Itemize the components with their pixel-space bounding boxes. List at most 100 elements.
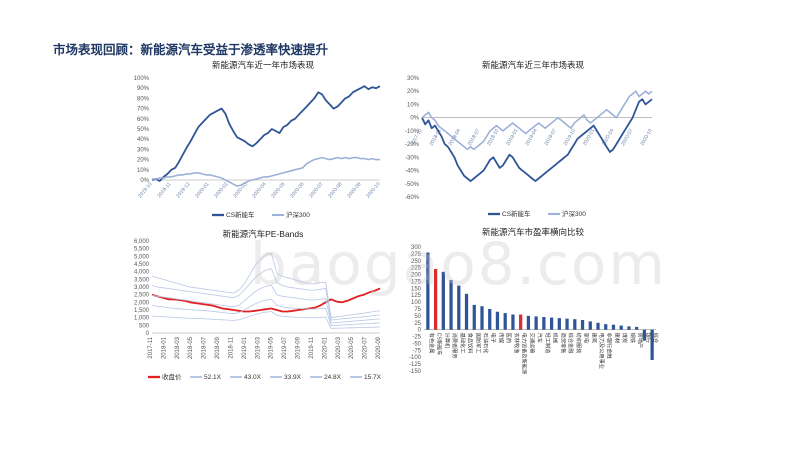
category-label: 电力及公用事业 (598, 333, 606, 369)
y-tick-label: -10% (405, 129, 420, 135)
x-tick-label: 2019-12 (175, 181, 192, 199)
bar (503, 313, 507, 330)
series-line-4 (151, 285, 381, 324)
y-tick-label: 1,000 (134, 316, 150, 322)
series-line-3 (151, 268, 381, 321)
series-line-1 (151, 85, 381, 182)
x-tick-label: 2020-10 (639, 128, 653, 147)
y-tick-label: 50% (137, 127, 150, 133)
legend-label: 52.1X (204, 374, 222, 381)
y-tick-label: 5,000 (134, 254, 150, 260)
category-label: 纺织服装 (575, 333, 583, 354)
bar (457, 285, 461, 330)
y-tick-label: 10% (137, 168, 150, 174)
x-tick-label: 2020-09 (376, 336, 382, 359)
category-label: 农林牧渔 (513, 333, 521, 354)
category-label: CS新能车 (436, 333, 444, 356)
y-tick-label: 100 (411, 300, 422, 306)
series-line-1 (151, 287, 381, 313)
bar (426, 252, 430, 330)
category-label: 汽车 (536, 333, 544, 343)
y-tick-label: 300 (411, 245, 422, 251)
x-tick-label: 2018-03 (175, 336, 181, 359)
page-title: 市场表现回顾：新能源汽车受益于渗透率快速提升 (53, 43, 329, 57)
x-tick-label: 2020-07 (363, 336, 369, 359)
category-label: 医药 (505, 333, 513, 343)
category-label: 建材 (613, 333, 621, 343)
x-tick-label: 2019-05 (269, 336, 275, 359)
x-tick-label: 2020-10 (365, 181, 382, 199)
category-label: 基础化工 (459, 333, 467, 354)
bar (619, 325, 623, 330)
series-line-2 (151, 252, 381, 319)
category-label: 食品饮料 (467, 333, 475, 354)
y-tick-label: 2,000 (134, 300, 150, 306)
bar (495, 311, 500, 330)
category-label: 建筑 (590, 333, 598, 344)
category-label: 综合金融 (567, 333, 575, 354)
category-label: 机械 (552, 333, 560, 343)
x-tick-label: 2017-11 (148, 336, 154, 358)
y-tick-label: 30% (407, 76, 420, 82)
bar (472, 304, 476, 330)
category-label: 家电 (583, 333, 591, 343)
y-tick-label: 20% (407, 89, 420, 95)
y-tick-label: 150 (411, 286, 422, 292)
bar (433, 269, 438, 330)
x-tick-label: 2020-08 (327, 181, 344, 199)
bar (573, 319, 577, 330)
bar (526, 315, 531, 330)
y-tick-label: 90% (137, 86, 150, 92)
category-label: 房地产 (637, 333, 645, 349)
y-tick-label: 70% (137, 107, 150, 113)
x-tick-label: 2019-11 (309, 336, 315, 358)
series-line-1 (421, 98, 653, 182)
bar (542, 316, 546, 330)
y-tick-label: 20% (137, 158, 150, 164)
category-label: 银行 (644, 333, 652, 343)
chart-one-year-svg: 新能源汽车近一年市场表现 0% 10% 20% 30% 40% 50% 60% 70% 80% 90… (134, 60, 382, 219)
y-tick-label: 200 (411, 273, 422, 279)
x-tick-label: 2019-09 (296, 336, 302, 359)
bar (650, 329, 654, 360)
chart-pe-compare-svg: 新能源汽车市盈率横向比较 -150-125-100-75-50-250255075… (409, 227, 660, 375)
bar (488, 309, 492, 330)
bar (627, 326, 631, 330)
y-tick-label: -125 (409, 362, 422, 368)
category-label: 传媒 (497, 333, 505, 344)
y-tick-label: 40% (137, 137, 150, 143)
legend-label: 15.7X (364, 374, 382, 381)
y-tick-label: 75 (414, 307, 421, 313)
chart-title: 新能源汽车市盈率横向比较 (482, 227, 585, 237)
y-tick-label: 4,500 (134, 262, 150, 268)
category-label: 国防军工 (474, 333, 482, 354)
category-label: 石油石化 (482, 333, 490, 354)
y-tick-label: 250 (411, 259, 422, 265)
chart-pe-compare: 新能源汽车市盈率横向比较 -150 -125 -100 -75 -50 -25 0 25 50 75… (398, 225, 668, 393)
bar (596, 322, 600, 330)
x-tick-label: 2018-07 (202, 336, 208, 359)
y-tick-label: -75 (412, 348, 421, 354)
y-tick-label: 0 (418, 328, 422, 334)
y-tick-label: 100% (134, 76, 150, 82)
y-tick-label: 225 (411, 266, 422, 272)
x-tick-label: 2019-11 (156, 181, 172, 199)
y-tick-label: 6,000 (134, 239, 150, 245)
y-tick-label: 2,500 (134, 293, 150, 299)
x-tick-label: 2020-01 (582, 128, 596, 147)
y-tick-label: 30% (137, 147, 150, 153)
y-tick-label: 50 (414, 314, 421, 320)
series-line-2 (421, 90, 653, 151)
x-tick-label: 2019-03 (255, 336, 261, 359)
y-tick-label: 5,500 (134, 247, 150, 253)
legend-label: 24.8X (324, 374, 342, 381)
x-tick-label: 2018-05 (188, 336, 194, 359)
x-tick-label: 2020-01 (322, 336, 328, 359)
x-tick-label: 2020-04 (251, 181, 268, 199)
y-tick-label: 0% (140, 178, 149, 184)
y-tick-label: 500 (139, 323, 150, 329)
bar (565, 318, 569, 330)
bar (604, 324, 608, 330)
chart-three-year-svg: 新能源汽车近三年市场表现 -60% -50% -40% -30% -20% -10% 0% 10… (405, 60, 654, 218)
x-tick-label: 2020-01 (194, 181, 211, 199)
